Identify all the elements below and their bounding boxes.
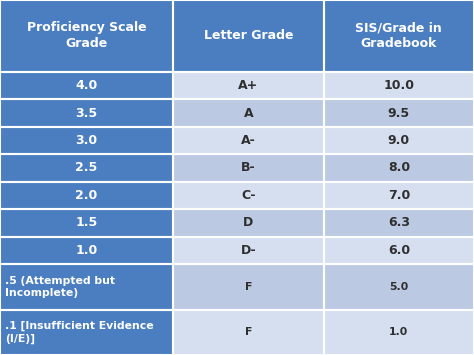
Text: .5 (Attempted but
Incomplete): .5 (Attempted but Incomplete) [5, 275, 115, 298]
Text: 1.0: 1.0 [75, 244, 98, 257]
Text: D-: D- [241, 244, 256, 257]
Bar [324, 72, 474, 99]
Text: A-: A- [241, 134, 256, 147]
Text: A: A [244, 106, 253, 120]
Bar [324, 310, 474, 355]
Text: Proficiency Scale
Grade: Proficiency Scale Grade [27, 21, 146, 50]
Bar [173, 72, 324, 99]
Bar [324, 237, 474, 264]
Text: 1.0: 1.0 [389, 327, 409, 337]
Bar [173, 154, 324, 182]
Bar [324, 154, 474, 182]
Bar [0, 154, 173, 182]
Text: SIS/Grade in
Gradebook: SIS/Grade in Gradebook [356, 21, 442, 50]
Bar [173, 237, 324, 264]
Bar [324, 127, 474, 154]
Bar [0, 99, 173, 127]
Text: 1.5: 1.5 [75, 217, 98, 229]
Text: 9.5: 9.5 [388, 106, 410, 120]
Text: D: D [243, 217, 254, 229]
Bar [0, 72, 173, 99]
Bar [324, 209, 474, 237]
Text: 6.3: 6.3 [388, 217, 410, 229]
Text: 9.0: 9.0 [388, 134, 410, 147]
Text: .1 [Insufficient Evidence
(I/E)]: .1 [Insufficient Evidence (I/E)] [5, 321, 154, 344]
Text: F: F [245, 327, 252, 337]
Bar [173, 127, 324, 154]
Bar [173, 0, 324, 72]
Bar [173, 99, 324, 127]
Bar [0, 310, 173, 355]
Bar [324, 264, 474, 310]
Bar [0, 127, 173, 154]
Bar [173, 310, 324, 355]
Bar [0, 0, 173, 72]
Bar [173, 182, 324, 209]
Text: 6.0: 6.0 [388, 244, 410, 257]
Text: 8.0: 8.0 [388, 162, 410, 175]
Text: A+: A+ [238, 79, 258, 92]
Bar [324, 182, 474, 209]
Text: 3.5: 3.5 [75, 106, 98, 120]
Text: F: F [245, 282, 252, 292]
Bar [0, 237, 173, 264]
Bar [0, 264, 173, 310]
Text: 3.0: 3.0 [75, 134, 98, 147]
Bar [324, 0, 474, 72]
Bar [0, 182, 173, 209]
Text: C-: C- [241, 189, 255, 202]
Bar [173, 264, 324, 310]
Bar [173, 209, 324, 237]
Text: B-: B- [241, 162, 255, 175]
Text: 10.0: 10.0 [383, 79, 414, 92]
Bar [0, 209, 173, 237]
Text: 2.5: 2.5 [75, 162, 98, 175]
Text: 7.0: 7.0 [388, 189, 410, 202]
Text: Letter Grade: Letter Grade [204, 29, 293, 43]
Bar [324, 99, 474, 127]
Text: 2.0: 2.0 [75, 189, 98, 202]
Text: 5.0: 5.0 [389, 282, 409, 292]
Text: 4.0: 4.0 [75, 79, 98, 92]
